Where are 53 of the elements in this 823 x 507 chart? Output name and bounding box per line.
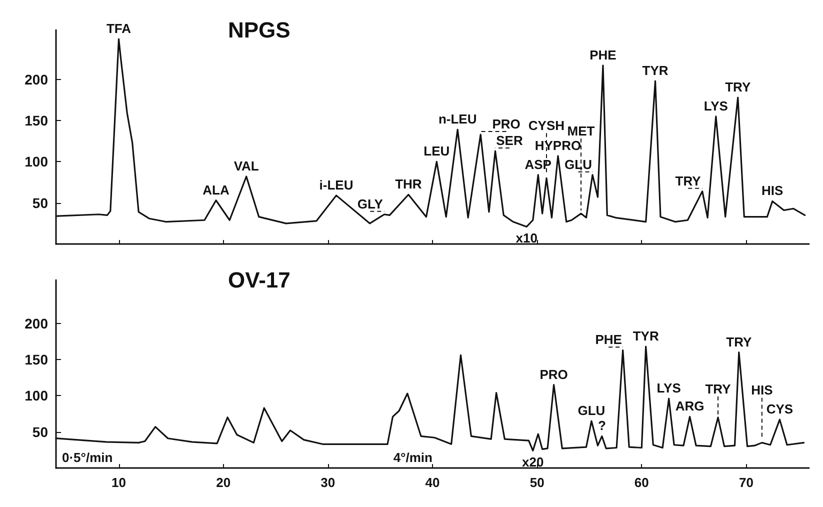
annotation: GLU (564, 156, 592, 172)
annotation: TRY (725, 79, 751, 94)
annotation: THR (395, 176, 422, 192)
annotation: TYR (632, 328, 660, 344)
chart-title: NPGS (228, 18, 290, 42)
x-tick-label: 50 (530, 475, 544, 490)
annotation: TRY (726, 334, 752, 350)
annotation: CYS (766, 402, 794, 417)
annotation: ? (598, 418, 606, 434)
annotation: ALA (202, 182, 230, 198)
annotation: HYPRO (534, 138, 582, 153)
y-tick-label: 50 (32, 194, 48, 211)
y-tick-label: 50 (32, 424, 48, 440)
annotation: PHE (590, 47, 617, 62)
annotation: CYSH (528, 118, 565, 134)
annotation: PRO (540, 366, 568, 382)
annotation: LYS (656, 380, 682, 396)
annotation: TFA (106, 21, 132, 36)
annotation: n-LEU (438, 112, 477, 127)
y-tick-label: 150 (24, 352, 48, 368)
annotation: 4°/min (393, 450, 433, 465)
x-tick-label: 70 (739, 475, 754, 490)
annotation: TYR (642, 63, 669, 78)
annotation: MET (567, 124, 595, 139)
annotation: GLY (357, 196, 384, 212)
annotation: HIS (751, 382, 774, 398)
x-tick-label: 30 (320, 475, 336, 490)
y-tick-label: 150 (24, 112, 48, 129)
annotation: ARG (675, 398, 704, 414)
annotation: VAL (234, 158, 259, 174)
x-tick-label: 60 (634, 475, 649, 490)
x-tick-label: 20 (216, 475, 231, 490)
annotation: SER (496, 132, 524, 148)
x-tick-label: 40 (425, 475, 440, 490)
annotation: HIS (762, 183, 784, 198)
annotation: x10 (516, 230, 538, 246)
y-tick-label: 200 (24, 315, 48, 332)
annotation: x20 (522, 454, 544, 470)
annotation: ASP (524, 156, 552, 172)
y-tick-label: 200 (24, 71, 48, 88)
x-tick-label: 10 (112, 475, 126, 490)
annotation: LEU (424, 144, 450, 159)
annotation: 0·5°/min (62, 450, 113, 465)
annotation: LYS (704, 98, 728, 114)
annotation: GLU (578, 403, 606, 418)
chart-title: OV-17 (228, 268, 290, 292)
annotation: PRO (492, 116, 520, 132)
annotation: TRY (675, 173, 702, 188)
annotation: TRY (705, 381, 732, 396)
annotation: PHE (595, 332, 622, 348)
y-tick-label: 100 (24, 388, 48, 404)
y-tick-label: 100 (24, 154, 48, 170)
annotation: i-LEU (319, 177, 354, 192)
